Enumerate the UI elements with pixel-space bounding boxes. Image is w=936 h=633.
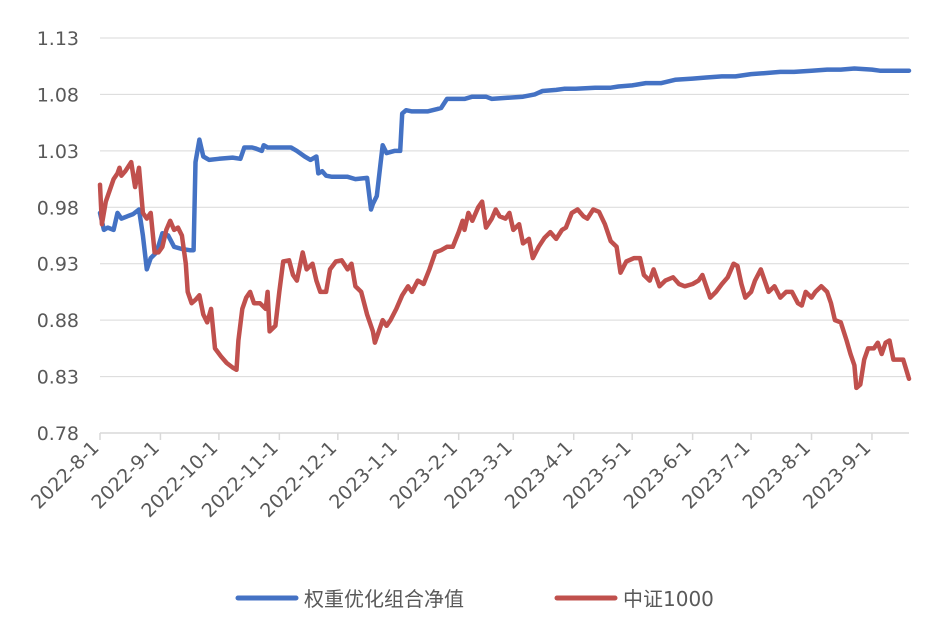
series-line-2: [97, 159, 912, 391]
legend: 权重优化组合净值 中证1000: [235, 587, 714, 611]
legend-label-2: 中证1000: [623, 587, 714, 611]
y-tick-label: 0.83: [37, 367, 79, 389]
x-axis-tick-labels: 2022-8-12022-9-12022-10-12022-11-12022-1…: [27, 433, 875, 522]
legend-label-1: 权重优化组合净值: [304, 587, 464, 611]
y-tick-label: 0.88: [37, 310, 79, 332]
y-tick-label: 1.03: [37, 141, 79, 163]
y-tick-label: 1.08: [37, 84, 79, 106]
y-axis-tick-labels: 0.78 0.83 0.88 0.93 0.98 1.03 1.08 1.13: [37, 28, 79, 445]
horizontal-gridlines: [100, 37, 909, 378]
series-lines: [97, 66, 912, 391]
y-tick-label: 1.13: [37, 28, 79, 50]
y-tick-label: 0.98: [37, 197, 79, 219]
y-tick-label: 0.78: [37, 423, 79, 445]
y-tick-label: 0.93: [37, 254, 79, 276]
series-line-1: [97, 66, 912, 272]
